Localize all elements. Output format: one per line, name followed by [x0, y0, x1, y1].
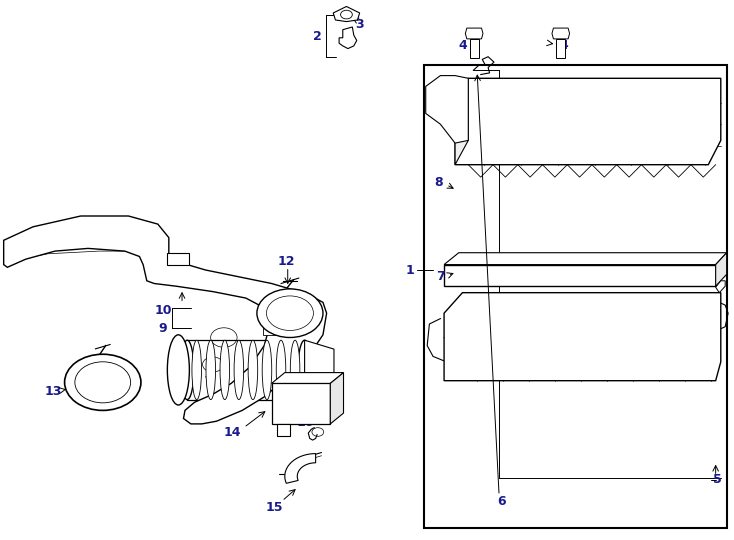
- Polygon shape: [465, 28, 483, 39]
- Ellipse shape: [167, 335, 189, 405]
- Ellipse shape: [234, 340, 244, 400]
- Text: 15: 15: [266, 501, 283, 514]
- Ellipse shape: [181, 340, 194, 400]
- Polygon shape: [305, 340, 334, 400]
- Polygon shape: [444, 253, 727, 265]
- Circle shape: [257, 289, 323, 338]
- Polygon shape: [716, 281, 725, 293]
- Polygon shape: [444, 293, 721, 381]
- Ellipse shape: [220, 340, 230, 400]
- Text: 11: 11: [185, 378, 203, 391]
- Polygon shape: [272, 383, 330, 424]
- Polygon shape: [285, 454, 316, 483]
- Ellipse shape: [298, 340, 311, 400]
- Polygon shape: [426, 76, 468, 143]
- Text: 10: 10: [154, 304, 172, 317]
- Text: 12: 12: [277, 255, 295, 268]
- Text: 1: 1: [405, 264, 414, 276]
- Ellipse shape: [206, 340, 216, 400]
- Polygon shape: [263, 313, 280, 335]
- Polygon shape: [716, 253, 727, 286]
- Polygon shape: [444, 265, 716, 286]
- Polygon shape: [552, 28, 570, 39]
- Ellipse shape: [276, 340, 286, 400]
- Text: 8: 8: [435, 176, 443, 189]
- Polygon shape: [470, 39, 479, 58]
- Polygon shape: [333, 6, 360, 22]
- Polygon shape: [272, 373, 344, 383]
- Text: 5: 5: [713, 473, 722, 486]
- Text: 4: 4: [458, 39, 467, 52]
- Text: 4: 4: [559, 39, 568, 52]
- Text: 7: 7: [436, 270, 445, 283]
- Circle shape: [65, 354, 141, 410]
- Text: 2: 2: [313, 30, 321, 43]
- Polygon shape: [277, 424, 290, 436]
- Polygon shape: [4, 216, 327, 424]
- Text: 3: 3: [355, 18, 364, 31]
- Polygon shape: [167, 253, 189, 265]
- Ellipse shape: [290, 340, 299, 400]
- Polygon shape: [330, 373, 344, 424]
- Bar: [424, 65, 727, 528]
- Polygon shape: [455, 78, 721, 165]
- Polygon shape: [455, 78, 468, 165]
- Text: 14: 14: [223, 426, 241, 438]
- Polygon shape: [556, 39, 565, 58]
- Ellipse shape: [192, 340, 201, 400]
- Polygon shape: [339, 27, 357, 49]
- Text: 16: 16: [297, 416, 314, 429]
- Text: 9: 9: [159, 322, 167, 335]
- Ellipse shape: [248, 340, 258, 400]
- Text: 13: 13: [44, 385, 62, 398]
- Text: 6: 6: [497, 495, 506, 508]
- Ellipse shape: [262, 340, 272, 400]
